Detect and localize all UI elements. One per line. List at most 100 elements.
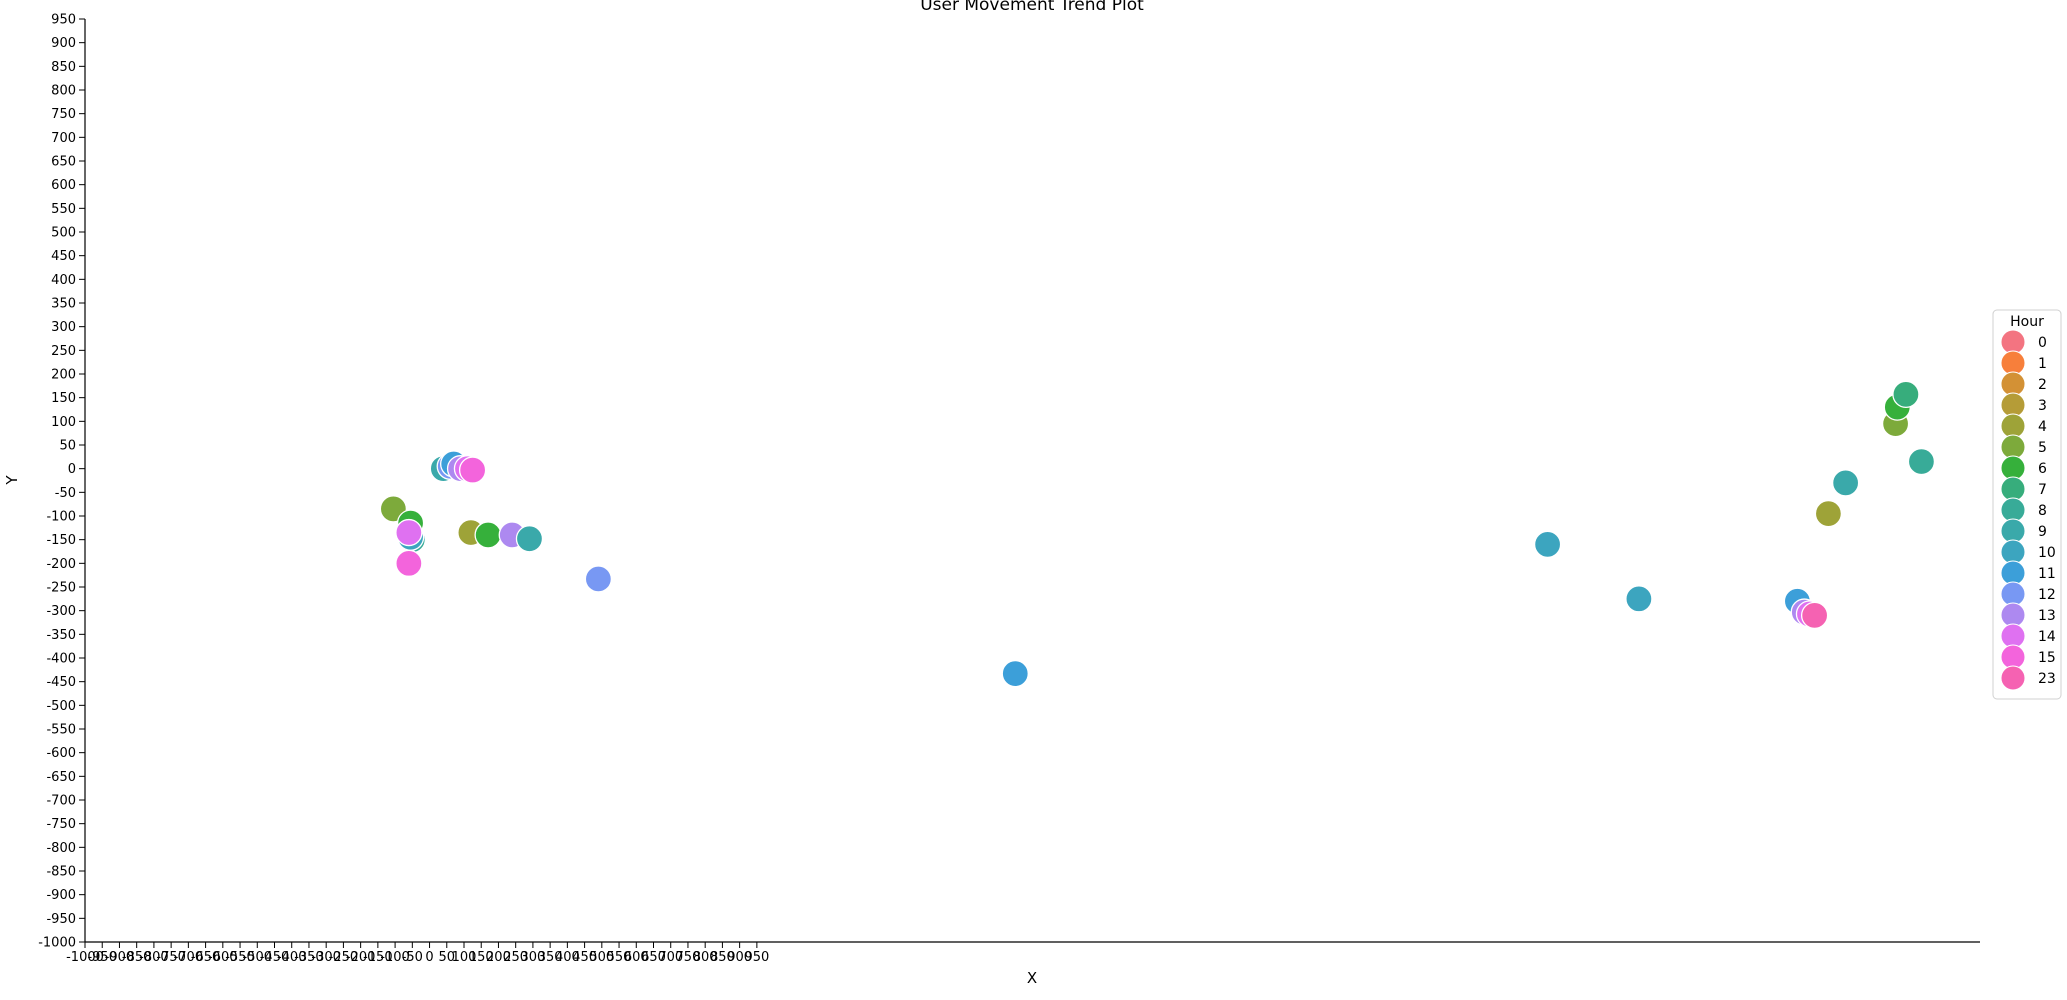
data-point (1892, 380, 1920, 409)
data-points (379, 380, 1936, 688)
legend-marker (2000, 455, 2026, 481)
legend-label: 4 (2038, 419, 2047, 435)
y-tick-label: 500 (51, 226, 76, 241)
y-tick-label: 850 (51, 60, 76, 75)
x-tick-label: 500 (589, 950, 614, 965)
y-tick-label: 950 (51, 13, 76, 28)
y-tick-label: 350 (51, 297, 76, 312)
y-tick-label: 0 (68, 462, 76, 477)
x-tick-label: -700 (174, 950, 204, 965)
y-tick-label: -200 (46, 557, 76, 572)
legend-label: 8 (2038, 503, 2047, 519)
y-tick-label: 400 (51, 273, 76, 288)
y-tick-label: 700 (51, 131, 76, 146)
legend-label: 11 (2038, 566, 2056, 582)
y-tick-label: -150 (46, 533, 76, 548)
x-tick-label: -50 (402, 950, 423, 965)
data-point (1533, 530, 1562, 559)
y-tick-label: 50 (59, 439, 76, 454)
legend-label: 13 (2038, 608, 2056, 624)
y-tick-label: -850 (46, 865, 76, 880)
legend-marker (2000, 476, 2026, 502)
x-tick-label: -200 (346, 950, 376, 965)
x-tick-label: 0 (425, 950, 433, 965)
x-tick-label: -850 (122, 950, 152, 965)
y-tick-label: -400 (46, 652, 76, 667)
x-tick-label: 600 (624, 950, 649, 965)
legend-label: 1 (2038, 356, 2047, 372)
x-tick-label: -500 (243, 950, 273, 965)
legend-marker (2000, 413, 2026, 439)
legend-label: 2 (2038, 377, 2047, 393)
legend-marker (2000, 539, 2026, 565)
y-tick-label: -750 (46, 817, 76, 832)
y-tick-label: 750 (51, 107, 76, 122)
y-tick-label: -950 (46, 912, 76, 927)
legend-label: 7 (2038, 482, 2047, 498)
y-tick-label: -900 (46, 888, 76, 903)
data-point (1831, 469, 1860, 497)
legend-marker (2000, 623, 2026, 649)
legend-marker (2000, 371, 2026, 397)
legend-marker (2000, 581, 2026, 607)
legend-marker (2000, 329, 2026, 355)
y-tick-label: 550 (51, 202, 76, 217)
x-tick-label: 400 (555, 950, 580, 965)
y-tick-label: 600 (51, 178, 76, 193)
x-tick-label: -1000 (66, 950, 104, 965)
x-tick-label: 150 (469, 950, 494, 965)
data-point (515, 525, 544, 553)
x-tick-label: -100 (380, 950, 410, 965)
data-point (1001, 659, 1029, 688)
legend-marker (2000, 602, 2026, 628)
x-tick-label: -250 (329, 950, 359, 965)
legend-label: 15 (2038, 650, 2056, 666)
x-tick-label: -350 (294, 950, 324, 965)
x-tick-label: 450 (572, 950, 597, 965)
x-tick-label: 550 (607, 950, 632, 965)
x-tick-label: 250 (503, 950, 528, 965)
y-tick-label: -300 (46, 604, 76, 619)
x-tick-label: -750 (156, 950, 186, 965)
x-tick-label: 750 (676, 950, 701, 965)
legend-marker (2000, 434, 2026, 460)
legend-label: 0 (2038, 335, 2047, 351)
legend-label: 10 (2038, 545, 2056, 561)
legend-label: 6 (2038, 461, 2047, 477)
x-axis-title: X (1027, 969, 1037, 987)
y-tick-label: 100 (51, 415, 76, 430)
data-point (474, 521, 502, 549)
x-tick-label: -300 (311, 950, 341, 965)
y-tick-label: -1000 (38, 936, 76, 951)
y-tick-label: -650 (46, 770, 76, 785)
x-tick-label: -550 (225, 950, 255, 965)
x-tick-label: 350 (538, 950, 563, 965)
y-tick-label: -500 (46, 699, 76, 714)
x-tick-label: -450 (260, 950, 290, 965)
y-tick-label: -800 (46, 841, 76, 856)
y-tick-label: -100 (46, 510, 76, 525)
x-tick-label: -400 (277, 950, 307, 965)
y-tick-label: -700 (46, 794, 76, 809)
legend-title: Hour (2010, 314, 2044, 330)
y-tick-label: -550 (46, 723, 76, 738)
x-tick-label: 850 (710, 950, 735, 965)
legend-label: 9 (2038, 524, 2047, 540)
y-tick-label: 200 (51, 368, 76, 383)
legend-marker (2000, 665, 2026, 691)
y-tick-label: 800 (51, 84, 76, 99)
x-tick-label: -150 (363, 950, 393, 965)
y-tick-label: -450 (46, 675, 76, 690)
y-tick-label: 900 (51, 36, 76, 51)
y-tick-label: 650 (51, 155, 76, 170)
x-tick-label: 800 (693, 950, 718, 965)
x-axis: -1000-950-900-850-800-750-700-650-600-55… (66, 941, 1980, 965)
x-tick-label: 200 (486, 950, 511, 965)
x-tick-label: 300 (520, 950, 545, 965)
legend-label: 5 (2038, 440, 2047, 456)
x-tick-label: -800 (139, 950, 169, 965)
y-tick-label: -50 (55, 486, 76, 501)
data-point (1800, 601, 1829, 630)
